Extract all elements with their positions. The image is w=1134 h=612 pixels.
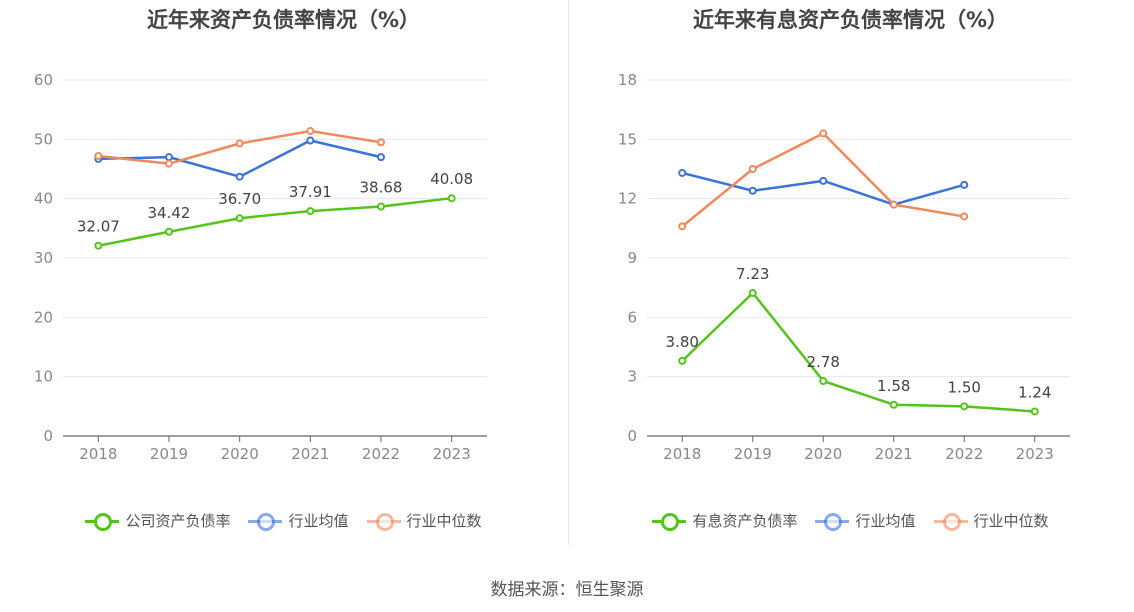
data-label: 3.80: [666, 333, 699, 351]
data-label: 1.24: [1018, 383, 1051, 401]
x-tick-label: 2019: [734, 445, 772, 463]
chart-title: 近年来有息资产负债率情况（%）: [692, 8, 1009, 32]
y-tick-label: 9: [627, 249, 637, 267]
data-point: [678, 168, 687, 177]
data-point: [94, 241, 103, 250]
legend-item[interactable]: 行业均值: [248, 510, 349, 531]
y-tick-label: 6: [627, 308, 637, 326]
x-tick-label: 2018: [663, 445, 701, 463]
data-point: [165, 159, 173, 168]
chart-plot-debt-ratio: 0 10 20 30 40 50 60 2018 2019 2020 2021 2022 2023 32.…: [34, 71, 487, 463]
panel-divider: [568, 0, 569, 545]
y-tick-label: 0: [627, 427, 637, 445]
data-label: 7.23: [736, 265, 769, 283]
x-tick-label: 2018: [79, 445, 117, 463]
legend-label: 行业中位数: [406, 512, 482, 530]
data-point: [165, 153, 173, 162]
data-point: [960, 212, 969, 221]
data-point: [889, 400, 898, 409]
x-tick-label: 2021: [291, 445, 329, 463]
y-tick-label: 18: [618, 71, 637, 89]
chart-panel-interest-debt-ratio: 近年来有息资产负债率情况（%） 0 3 6 9 12 15 18 2018 2019 2020 20…: [567, 0, 1134, 560]
data-source-note: 数据来源：恒生聚源: [490, 580, 644, 600]
legend-item[interactable]: 行业中位数: [366, 510, 482, 531]
chart-panel-debt-ratio: 近年来资产负债率情况（%） 0 10 20 30 40 50 60 2018 2019 2020 2…: [0, 0, 567, 560]
x-tick-label: 2023: [433, 445, 471, 463]
y-tick-label: 30: [34, 249, 53, 267]
legend-swatch-icon: [652, 512, 687, 531]
data-point: [678, 356, 687, 365]
data-point: [235, 139, 244, 148]
y-tick-label: 15: [618, 130, 637, 148]
legend-item[interactable]: 行业均值: [815, 510, 916, 531]
data-point: [377, 153, 385, 162]
y-tick-label: 0: [43, 427, 53, 445]
x-tick-label: 2022: [362, 445, 400, 463]
legend-item[interactable]: 公司资产负债率: [85, 510, 230, 531]
legend-item[interactable]: 行业中位数: [933, 510, 1049, 531]
legend-item[interactable]: 有息资产负债率: [652, 510, 797, 531]
data-label: 36.70: [218, 190, 261, 208]
legend-label: 行业中位数: [973, 512, 1049, 530]
data-point: [377, 138, 385, 147]
legend-label: 公司资产负债率: [125, 512, 231, 530]
x-tick-label: 2020: [221, 445, 259, 463]
data-point: [94, 151, 103, 160]
x-tick-label: 2019: [150, 445, 188, 463]
data-label: 2.78: [807, 353, 840, 371]
data-label: 40.08: [430, 170, 473, 188]
x-tick-label: 2022: [945, 445, 983, 463]
y-tick-label: 10: [34, 368, 53, 386]
data-point: [377, 202, 385, 211]
data-point: [889, 200, 898, 209]
data-point: [748, 165, 757, 173]
data-label: 38.68: [360, 178, 403, 196]
legend-swatch-icon: [366, 512, 401, 531]
data-point: [306, 127, 315, 136]
y-tick-label: 20: [34, 308, 53, 326]
data-point: [1030, 407, 1039, 416]
data-point: [819, 176, 828, 185]
legend-swatch-icon: [85, 512, 120, 531]
data-point: [447, 194, 456, 203]
data-point: [819, 377, 828, 386]
series-line: [98, 196, 452, 247]
data-point: [306, 136, 315, 145]
x-tick-label: 2020: [804, 445, 842, 463]
x-tick-label: 2023: [1016, 445, 1054, 463]
chart-legend: 有息资产负债率 行业均值 行业中位数: [567, 510, 1134, 531]
data-point: [960, 402, 969, 411]
data-point: [306, 207, 315, 216]
legend-swatch-icon: [248, 512, 283, 531]
data-label: 37.91: [289, 183, 332, 201]
legend-swatch-icon: [815, 512, 850, 531]
legend-label: 行业均值: [855, 512, 916, 530]
legend-label: 行业均值: [288, 512, 349, 530]
series-line: [681, 291, 1035, 413]
data-point: [235, 172, 244, 181]
y-tick-label: 3: [627, 368, 637, 386]
data-label: 1.58: [877, 377, 910, 395]
y-tick-label: 50: [34, 130, 53, 148]
data-point: [678, 222, 687, 231]
chart-plot-interest-debt-ratio: 0 3 6 9 12 15 18 2018 2019 2020 2021 2022 2023 3.80 7.…: [618, 71, 1070, 463]
data-point: [819, 129, 828, 138]
x-tick-label: 2021: [875, 445, 913, 463]
data-point: [748, 186, 757, 195]
legend-swatch-icon: [933, 512, 968, 531]
legend-label: 有息资产负债率: [692, 512, 798, 530]
data-point: [748, 289, 757, 298]
data-label: 34.42: [148, 204, 191, 222]
data-point: [165, 227, 173, 236]
data-point: [960, 180, 969, 189]
y-tick-label: 12: [618, 190, 637, 208]
y-tick-label: 60: [34, 71, 53, 89]
chart-title: 近年来资产负债率情况（%）: [146, 8, 421, 32]
y-tick-label: 40: [34, 190, 53, 208]
data-point: [235, 214, 244, 223]
data-label: 1.50: [948, 378, 981, 396]
data-label: 32.07: [77, 218, 120, 236]
chart-legend: 公司资产负债率 行业均值 行业中位数: [0, 510, 567, 531]
